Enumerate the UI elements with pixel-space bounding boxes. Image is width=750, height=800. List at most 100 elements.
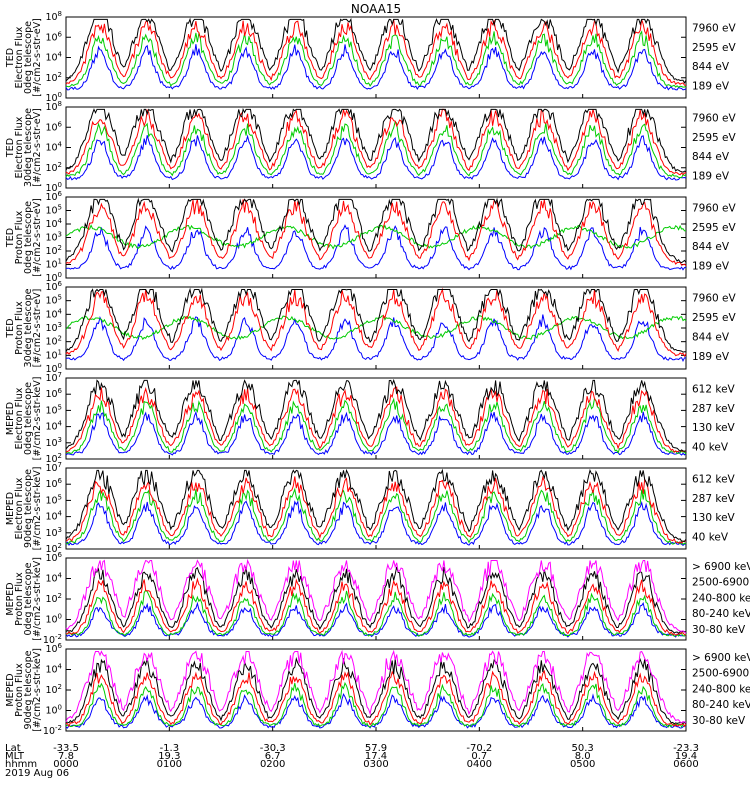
y-tick-label: 106 <box>45 280 62 293</box>
series-trace <box>65 224 687 250</box>
y-axis-label-line: [#/cm2-s-str-keV] <box>32 467 43 551</box>
legend-entry: 2595 eV <box>692 222 737 234</box>
legend-entry: 7960 eV <box>692 112 737 124</box>
series-trace <box>65 44 687 91</box>
series-trace <box>65 397 687 455</box>
x-axis-lat-value: -1.3 <box>160 743 180 754</box>
y-tick-label: 101 <box>45 348 62 361</box>
legend-entry: 80-240 keV <box>692 608 750 620</box>
legend-entry: 844 eV <box>692 61 730 73</box>
x-axis-lat-value: 57.9 <box>365 743 387 754</box>
x-axis-mlt-value: 6.7 <box>265 751 281 762</box>
x-axis-mlt-value: 19.3 <box>158 751 180 762</box>
y-tick-label: 106 <box>45 387 62 400</box>
series-trace <box>65 386 687 453</box>
legend-entry: > 6900 keV <box>692 652 750 664</box>
y-tick-label: 103 <box>45 526 62 539</box>
x-axis-hhmm-value: 0000 <box>53 759 78 770</box>
x-axis-hhmm-value: 0500 <box>570 759 595 770</box>
panel-frame <box>65 377 687 460</box>
series-trace <box>65 669 687 728</box>
y-axis-label-line: Proton Flux <box>14 210 25 264</box>
y-tick-label: 100 <box>45 704 62 717</box>
panel-frame <box>65 196 687 279</box>
y-tick-label: 102 <box>45 335 62 348</box>
y-axis-label-line: [#/cm2-s-str-eV] <box>32 108 43 187</box>
series-trace <box>65 287 687 358</box>
x-axis-hhmm-value: 0200 <box>260 759 285 770</box>
legend-entry: 7960 eV <box>692 293 737 305</box>
y-tick-label: 102 <box>45 592 62 605</box>
series-trace <box>65 566 687 634</box>
x-axis-mlt-value: 8.0 <box>575 751 591 762</box>
y-axis-label-line: MEPED <box>5 492 16 525</box>
legend-entry: 189 eV <box>692 80 730 92</box>
y-tick-label: 105 <box>45 294 62 307</box>
y-tick-label: 106 <box>45 190 62 203</box>
y-axis-label-line: MEPED <box>5 402 16 435</box>
legend-entry: 40 keV <box>692 441 729 453</box>
series-trace <box>65 17 687 84</box>
y-axis-label-line: MEPED <box>5 582 16 615</box>
series-trace <box>65 468 687 542</box>
y-axis-label-line: 30deg telescope <box>23 288 34 367</box>
legend-entry: 189 eV <box>692 170 730 182</box>
y-axis-label-line: 30deg telescope <box>23 108 34 187</box>
legend-entry: > 6900 keV <box>692 561 750 573</box>
y-axis-label-line: [#/cm2-s-str-keV] <box>32 648 43 732</box>
legend-entry: 240-800 keV <box>692 592 750 604</box>
y-axis-label-line: TED <box>5 48 16 68</box>
y-axis-label-line: TED <box>5 318 16 338</box>
x-axis-row-label: hhmm <box>5 759 37 770</box>
y-axis-label-line: [#/cm2-s-str-keV] <box>32 377 43 461</box>
legend-entry: 189 eV <box>692 260 730 272</box>
legend-entry: 2595 eV <box>692 42 737 54</box>
y-tick-label: 106 <box>45 642 62 655</box>
y-tick-label: 106 <box>45 30 62 43</box>
y-tick-label: 106 <box>45 551 62 564</box>
series-trace <box>65 107 687 173</box>
y-tick-label: 104 <box>45 420 62 433</box>
y-tick-label: 105 <box>45 403 62 416</box>
legend-entry: 844 eV <box>692 241 730 253</box>
y-axis-label-line: 90deg telescope <box>23 650 34 729</box>
y-axis-label-line: [#/cm2-s-str-eV] <box>32 198 43 277</box>
y-tick-label: 107 <box>45 461 62 474</box>
legend-entry: 287 keV <box>692 493 736 505</box>
series-trace <box>65 378 687 453</box>
series-trace <box>65 19 687 86</box>
y-tick-label: 104 <box>45 663 62 676</box>
y-tick-label: 105 <box>45 204 62 217</box>
x-axis-mlt-value: 0.7 <box>471 751 487 762</box>
y-tick-label: 106 <box>45 477 62 490</box>
y-tick-label: 102 <box>45 244 62 257</box>
chart-title: NOAA15 <box>351 2 401 16</box>
legend-entry: 2595 eV <box>692 312 737 324</box>
y-tick-label: 108 <box>45 100 62 113</box>
x-axis-row-label: MLT <box>5 751 25 762</box>
y-axis-label-line: Proton Flux <box>14 663 25 717</box>
legend-entry: 130 keV <box>692 422 736 434</box>
legend-entry: 2500-6900 <box>692 668 749 680</box>
series-trace <box>65 199 687 266</box>
y-tick-label: 105 <box>45 493 62 506</box>
series-trace <box>65 120 687 178</box>
y-axis-label-line: 0deg telescope <box>23 21 34 94</box>
y-tick-label: 102 <box>45 161 62 174</box>
y-tick-label: 102 <box>45 683 62 696</box>
y-tick-label: 106 <box>45 120 62 133</box>
series-trace <box>65 134 687 181</box>
legend-entry: 80-240 keV <box>692 699 750 711</box>
legend-entry: 30-80 keV <box>692 715 746 727</box>
y-axis-label-line: Proton Flux <box>14 301 25 355</box>
y-axis-label-line: 0deg telescope <box>23 201 34 274</box>
series-trace <box>65 487 687 546</box>
x-axis-mlt-value: 7.8 <box>58 751 74 762</box>
y-axis-label-line: TED <box>5 138 16 158</box>
series-trace <box>65 287 686 353</box>
